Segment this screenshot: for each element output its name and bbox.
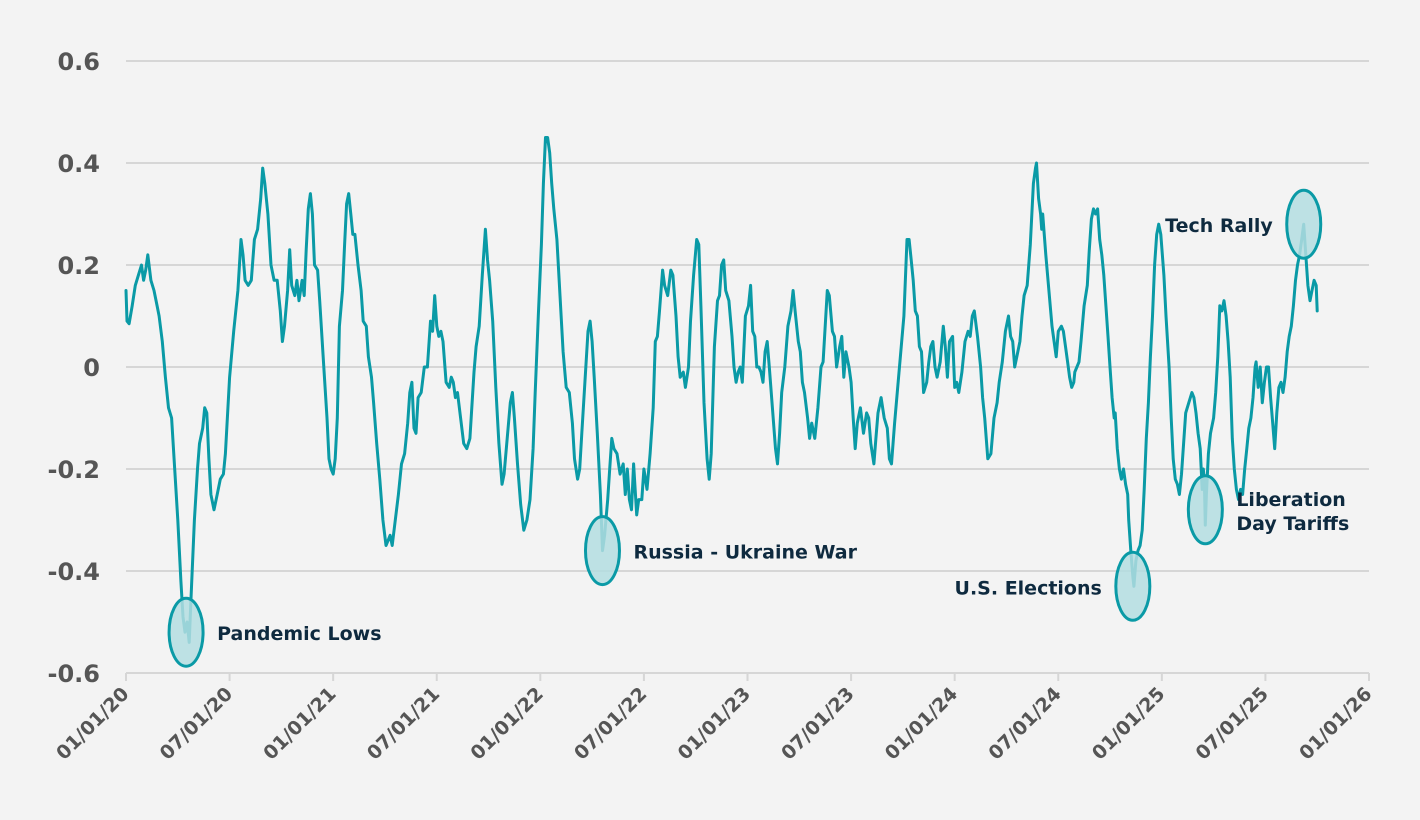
annotation: Tech Rally — [1165, 188, 1323, 260]
y-tick-label: -0.6 — [48, 660, 100, 688]
x-tick-label: 01/01/24 — [881, 683, 962, 764]
annotation: Russia - Ukraine War — [583, 515, 858, 587]
series-layer — [124, 136, 1319, 644]
x-tick-label: 01/01/21 — [259, 683, 340, 764]
x-tick-label: 07/01/20 — [156, 683, 237, 764]
annotation-label: Day Tariffs — [1236, 513, 1349, 535]
annotation-label: Pandemic Lows — [217, 623, 381, 645]
y-tick-label: 0.4 — [57, 150, 100, 178]
x-tick-label: 07/01/22 — [570, 683, 651, 764]
y-axis-ticks: 0.6 0.4 0.2 0 -0.2 -0.4 -0.6 — [48, 48, 100, 688]
x-axis: 01/01/20 07/01/20 01/01/21 07/01/21 01/01/22… — [52, 672, 1377, 764]
series-line — [124, 136, 1319, 644]
x-tick-label: 01/01/20 — [52, 683, 133, 764]
annotation-marker — [1186, 474, 1224, 546]
x-tick-label: 01/01/23 — [674, 683, 755, 764]
y-tick-label: -0.2 — [48, 456, 100, 484]
annotation-marker — [167, 596, 205, 668]
y-tick-label: -0.4 — [48, 558, 100, 586]
annotation-marker — [583, 515, 621, 587]
x-tick-label: 01/01/25 — [1088, 683, 1169, 764]
x-tick-label: 07/01/23 — [777, 683, 858, 764]
x-tick-label: 07/01/21 — [363, 683, 444, 764]
x-tick-label: 01/01/22 — [466, 683, 547, 764]
annotation-label: Tech Rally — [1165, 215, 1273, 237]
gridlines — [126, 60, 1369, 572]
annotation-label: Russia - Ukraine War — [633, 542, 857, 564]
annotation: Pandemic Lows — [167, 596, 382, 668]
annotation-label: U.S. Elections — [955, 577, 1102, 599]
y-tick-label: 0 — [83, 354, 100, 382]
y-tick-label: 0.2 — [57, 252, 100, 280]
annotation-label: Liberation — [1236, 489, 1345, 511]
annotation: U.S. Elections — [955, 550, 1152, 622]
x-tick-label: 01/01/26 — [1295, 683, 1376, 764]
x-tick-label: 07/01/24 — [984, 683, 1065, 764]
x-tick-label: 07/01/25 — [1191, 683, 1272, 764]
y-tick-label: 0.6 — [57, 48, 100, 76]
annotations: Pandemic Lows Russia - Ukraine War U.S. El… — [167, 188, 1349, 668]
annotation-marker — [1285, 188, 1323, 260]
annotation-marker — [1114, 550, 1152, 622]
